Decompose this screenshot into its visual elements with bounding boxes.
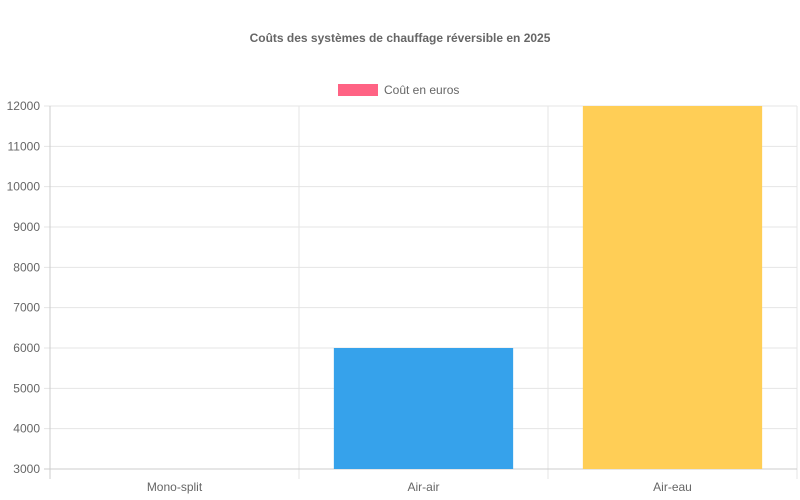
bar-air-eau[interactable] <box>582 106 763 469</box>
y-tick-label: 11000 <box>8 139 41 153</box>
y-tick-label: 5000 <box>13 381 40 395</box>
bar-air-air[interactable] <box>333 348 514 469</box>
x-axis: Mono-split Air-air Air-eau <box>147 480 692 494</box>
legend-label[interactable]: Coût en euros <box>384 83 459 97</box>
y-tick-label: 4000 <box>13 422 40 436</box>
x-tick-label: Mono-split <box>147 480 203 494</box>
x-tick-label: Air-air <box>408 480 440 494</box>
y-tick-label: 12000 <box>7 99 41 113</box>
legend[interactable]: Coût en euros <box>338 83 459 97</box>
chart-title: Coûts des systèmes de chauffage réversib… <box>250 31 551 45</box>
legend-swatch[interactable] <box>338 84 378 96</box>
x-tick-label: Air-eau <box>653 480 692 494</box>
y-tick-label: 3000 <box>13 462 40 476</box>
y-tick-label: 9000 <box>13 220 40 234</box>
grid <box>44 105 798 479</box>
y-axis: 12000 11000 10000 9000 8000 7000 6000 5000 4000 3… <box>7 99 41 476</box>
y-tick-label: 6000 <box>13 341 40 355</box>
y-tick-label: 8000 <box>13 260 40 274</box>
y-tick-label: 7000 <box>13 301 40 315</box>
y-tick-label: 10000 <box>7 180 41 194</box>
bars <box>333 106 763 469</box>
